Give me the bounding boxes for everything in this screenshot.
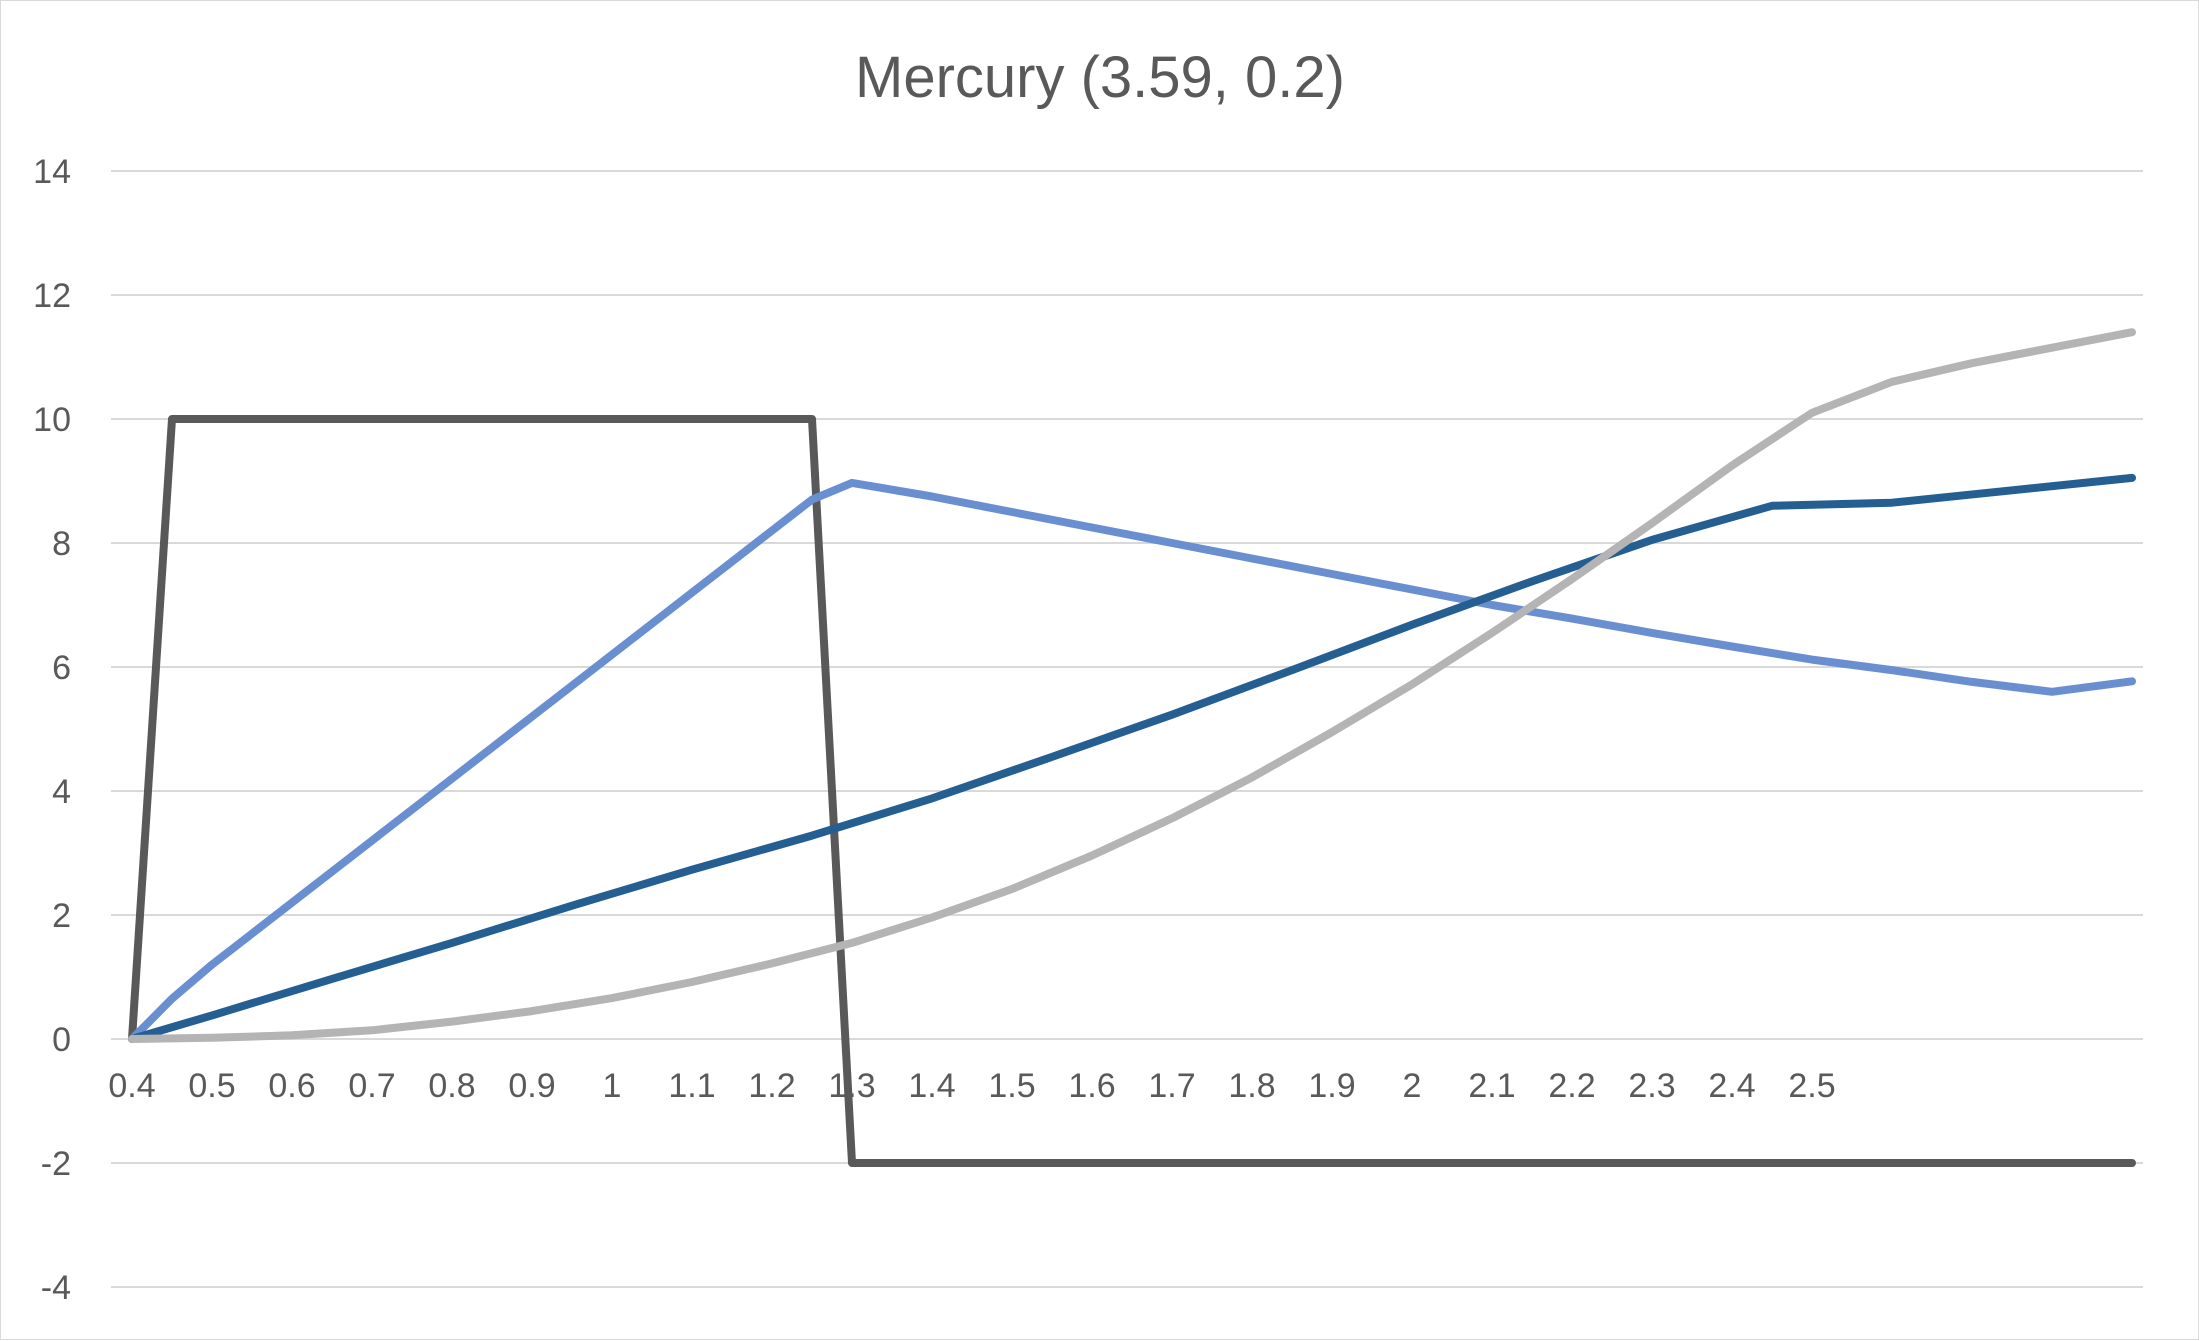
x-tick-label: 1 [603,1067,622,1105]
y-tick-label: 2 [52,897,71,935]
series-line-4 [128,328,2136,1043]
y-tick-label: 12 [33,277,71,315]
y-axis-tick-labels: 14 12 10 8 6 4 2 0 -2 -4 [33,153,71,1307]
x-tick-label: 2.1 [1468,1067,1515,1105]
x-tick-label: 2 [1403,1067,1422,1105]
series-line-1 [128,415,2136,1167]
x-tick-label: 2.2 [1548,1067,1595,1105]
y-tick-label: -4 [41,1269,71,1307]
x-tick-label: 0.9 [508,1067,555,1105]
x-tick-label: 1.8 [1228,1067,1275,1105]
x-tick-label: 1.7 [1148,1067,1195,1105]
y-tick-label: 8 [52,525,71,563]
x-tick-label: 0.5 [188,1067,235,1105]
x-tick-label: 1.6 [1068,1067,1115,1105]
y-tick-label: 4 [52,773,71,811]
series-line-2 [128,478,2136,1043]
y-tick-label: 14 [33,153,71,191]
y-tick-label: 10 [33,401,71,439]
series-line-3 [128,473,2136,1043]
y-tick-label: -2 [41,1145,71,1183]
x-tick-label: 0.6 [268,1067,315,1105]
y-tick-label: 6 [52,649,71,687]
x-tick-label: 0.4 [108,1067,155,1105]
x-axis-tick-labels: 0.4 0.5 0.6 0.7 0.8 0.9 1 1.1 1.2 1.3 1.4 1.5 1.6 1.7… [108,1067,1835,1105]
x-tick-label: 1.5 [988,1067,1035,1105]
x-tick-label: 1.9 [1308,1067,1355,1105]
series-lines [128,328,2136,1167]
x-tick-label: 2.5 [1788,1067,1835,1105]
x-tick-label: 0.7 [348,1067,395,1105]
x-tick-label: 0.8 [428,1067,475,1105]
y-tick-label: 0 [52,1021,71,1059]
x-tick-label: 2.3 [1628,1067,1675,1105]
x-tick-label: 1.1 [668,1067,715,1105]
chart-title: Mercury (3.59, 0.2) [855,45,1345,110]
x-tick-label: 1.4 [908,1067,955,1105]
x-tick-label: 2.4 [1708,1067,1755,1105]
x-tick-label: 1.2 [748,1067,795,1105]
